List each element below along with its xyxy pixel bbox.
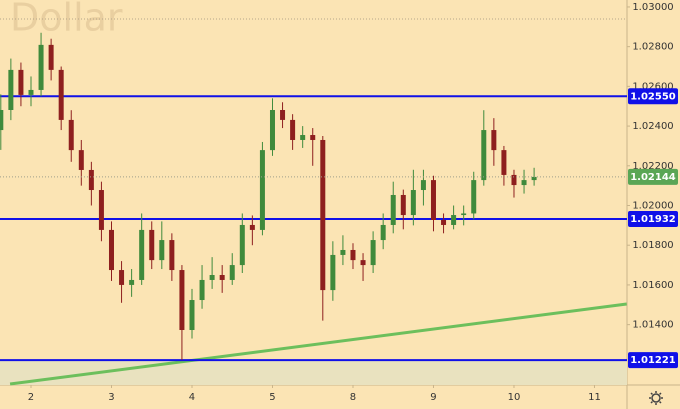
y-tick-label: 1.02400 [632,121,673,132]
candle-body [300,135,306,140]
x-tick-label: 10 [508,392,521,403]
candle-body [8,69,14,110]
level-tag [628,88,678,105]
y-tick-label: 1.03000 [632,2,673,13]
watermark-title: Dollar [10,0,123,40]
candle-body [370,240,376,266]
candle-body [249,224,255,230]
level-tag [628,211,678,228]
x-tick-label: 11 [588,392,601,403]
y-tick-label: 1.01800 [632,240,673,251]
x-tick-label: 3 [108,392,114,403]
candle-body [481,130,487,181]
candle-body [68,119,74,151]
candle-body [340,249,346,255]
candle-body [521,180,527,186]
candle-body [159,240,165,261]
candle-body [471,180,477,214]
y-tick-label: 1.02800 [632,42,673,53]
candle-body [209,275,215,280]
y-tick-label: 1.02000 [632,201,673,212]
y-tick-label: 1.02600 [632,81,673,92]
candle-body [98,190,104,230]
y-tick-label: 1.02200 [632,161,673,172]
candle-body [0,110,4,131]
candle-body [441,220,447,225]
candle-body [430,180,436,220]
candle-body [149,229,155,261]
candle-body [380,224,386,241]
candle-body [28,89,34,95]
x-tick-label: 4 [189,392,195,403]
candle-body [310,135,316,140]
candle-body [280,110,286,120]
settings-icon[interactable] [649,391,663,405]
candle-body [58,69,64,120]
candle-body [179,270,185,330]
level-label: 1.01221 [630,355,676,366]
level-label: 1.02550 [630,91,676,102]
candle-body [501,150,507,175]
candle-body [390,194,396,225]
x-tick-label: 5 [269,392,275,403]
candle-body [350,249,356,261]
candle-body [199,279,205,301]
candle-body [219,275,225,280]
candle-body [78,150,84,170]
candle-body [189,300,195,330]
candle-body [531,176,537,181]
candle-body [511,174,517,186]
candle-body [269,110,275,151]
candle-body [88,169,94,191]
candle-body [48,44,54,70]
candle-body [239,224,245,266]
candle-body [169,240,175,271]
candle-body [119,270,125,285]
candle-body [108,229,114,271]
trendline [9,302,627,386]
candle-body [360,260,366,266]
last-price-label: 1.02144 [630,172,676,183]
level-label: 1.01932 [630,214,676,225]
candle-body [330,254,336,291]
candle-body [139,229,145,280]
candle-body [491,130,497,151]
level-tag [628,352,678,369]
candle-body [461,213,467,216]
last-price-tag [628,168,678,185]
candle-body [38,44,44,90]
x-tick-label: 9 [430,392,436,403]
x-tick-label: 8 [350,392,356,403]
x-tick-label: 2 [28,392,34,403]
candle-body [18,69,24,95]
candle-body [320,139,326,291]
candle-body [290,119,296,140]
candle-body [229,265,235,280]
candle-body [129,279,135,285]
candle-body [451,215,457,225]
candle-body [400,194,406,216]
candle-body [420,180,426,191]
candle-body [259,150,265,230]
y-tick-label: 1.01600 [632,280,673,291]
candle-body [410,190,416,216]
y-tick-label: 1.01400 [632,320,673,331]
